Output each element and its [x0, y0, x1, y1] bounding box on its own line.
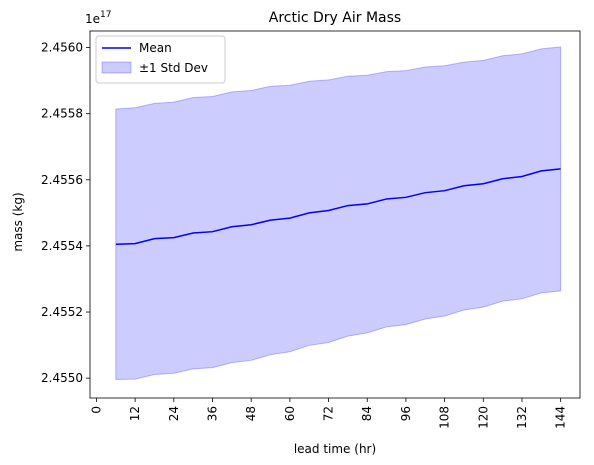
x-tick-label: 84: [360, 406, 374, 421]
mean-line: [115, 168, 561, 246]
y-tick-label: 2.4560: [41, 41, 83, 55]
axes: 0 12 24 36 48 60 72 84 96 108 120 132 144 2.4550 2.455…: [41, 30, 581, 429]
y-tick-label: 2.4552: [41, 305, 83, 319]
std-dev-band: [115, 46, 562, 380]
y-offset-exponent: 17: [100, 10, 111, 20]
plot-area: [115, 46, 562, 380]
y-axis-offset-label: 1e17: [85, 10, 111, 26]
y-axis-label: mass (kg): [11, 192, 25, 251]
y-tick-label: 2.4554: [41, 239, 83, 253]
x-tick-label: 24: [167, 406, 181, 421]
x-axis-label: lead time (hr): [294, 442, 376, 456]
x-tick-label: 0: [89, 406, 103, 414]
y-tick-label: 2.4550: [41, 371, 83, 385]
x-tick-label: 60: [283, 406, 297, 421]
legend-band-label: ±1 Std Dev: [139, 61, 208, 75]
x-tick-label: 96: [399, 406, 413, 421]
y-offset-mantissa: 1e: [85, 12, 100, 26]
x-tick-label: 120: [476, 406, 490, 429]
x-tick-label: 48: [244, 406, 258, 421]
legend-mean-label: Mean: [139, 41, 172, 55]
x-tick-label: 144: [554, 406, 568, 429]
legend-band-swatch: [101, 61, 132, 74]
axes-frame: [89, 30, 581, 399]
y-tick-label: 2.4556: [41, 173, 83, 187]
x-tick-label: 36: [206, 406, 220, 421]
y-tick-label: 2.4558: [41, 107, 83, 121]
chart-title: Arctic Dry Air Mass: [269, 10, 401, 26]
x-tick-label: 12: [128, 406, 142, 421]
x-tick-label: 72: [322, 406, 336, 421]
x-tick-label: 108: [438, 406, 452, 429]
x-tick-label: 132: [515, 406, 529, 429]
legend: Mean ±1 Std Dev: [95, 35, 226, 84]
